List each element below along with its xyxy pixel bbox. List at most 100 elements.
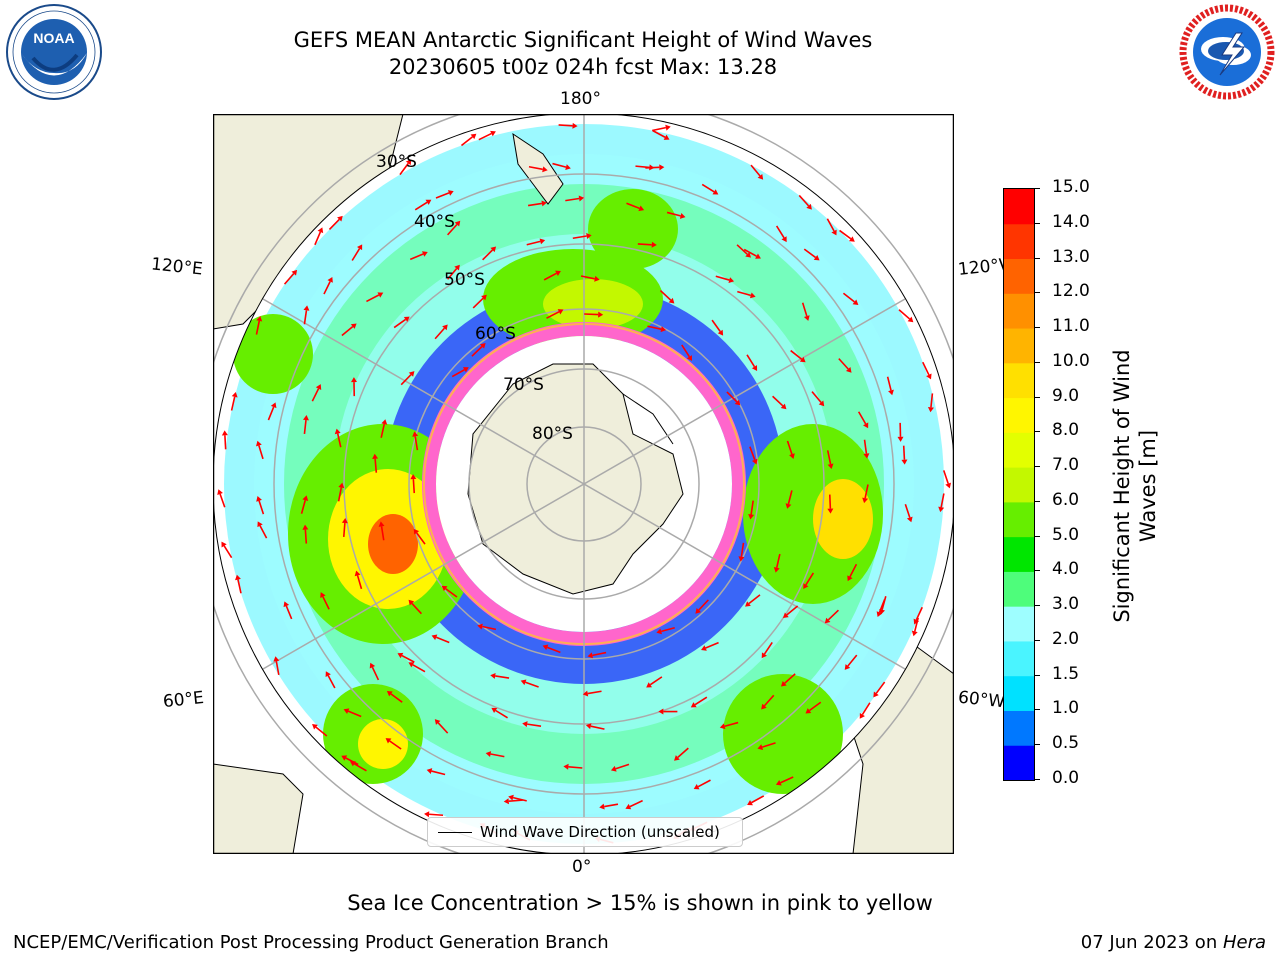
wave-direction-arrow	[347, 710, 362, 718]
wave-direction-arrow	[255, 320, 261, 335]
wave-direction-arrow	[875, 681, 886, 694]
wave-direction-arrow	[341, 326, 354, 337]
wave-direction-arrow	[447, 268, 458, 280]
wave-direction-arrow	[482, 625, 497, 631]
wave-direction-arrowhead	[563, 763, 569, 770]
wave-direction-arrow	[435, 192, 450, 199]
wave-direction-arrow	[356, 575, 363, 590]
wave-direction-arrow	[412, 664, 426, 673]
wave-direction-arrow	[811, 391, 822, 403]
wave-direction-arrow	[842, 292, 855, 303]
wave-direction-arrowhead	[847, 575, 853, 582]
wave-direction-arrowhead	[302, 495, 309, 501]
wave-direction-arrow	[826, 218, 835, 232]
wave-direction-arrowhead	[863, 422, 869, 429]
wave-direction-arrowhead	[945, 482, 952, 489]
wave-direction-arrowhead	[381, 419, 388, 425]
wave-direction-arrowhead	[852, 299, 859, 305]
wave-direction-arrow	[399, 162, 409, 176]
wave-direction-arrowhead	[356, 244, 363, 251]
wave-direction-arrow	[775, 553, 781, 568]
legend-label: Wind Wave Direction (unscaled)	[480, 823, 720, 841]
wave-direction-arrow	[746, 354, 756, 368]
wave-direction-arrow	[615, 763, 630, 770]
wave-direction-arrowhead	[911, 630, 918, 637]
colorbar-segment	[1004, 189, 1034, 225]
wave-direction-arrowhead	[431, 634, 438, 641]
wave-direction-arrow	[472, 297, 484, 309]
wave-direction-arrow	[826, 450, 832, 465]
wave-direction-arrow	[460, 136, 473, 147]
wave-direction-arrowhead	[302, 524, 309, 530]
wave-direction-arrowhead	[565, 164, 571, 171]
colorbar-tick-mark	[1034, 605, 1040, 607]
wave-direction-arrow	[380, 423, 386, 438]
colorbar-tick-mark	[1034, 222, 1040, 224]
wave-direction-arrow	[737, 290, 752, 297]
wave-direction-arrowhead	[377, 292, 384, 298]
wave-direction-arrow	[748, 594, 761, 605]
wave-direction-arrow	[787, 490, 793, 505]
wave-direction-arrowhead	[405, 159, 412, 166]
wave-direction-arrow	[736, 244, 748, 255]
wave-direction-arrow	[786, 605, 799, 616]
wave-direction-arrowhead	[876, 611, 883, 618]
wave-direction-arrow	[337, 487, 343, 502]
colorbar-segment	[1004, 397, 1034, 433]
wave-direction-arrowhead	[426, 768, 433, 774]
wave-direction-arrow	[353, 763, 367, 772]
wave-direction-arrow	[637, 243, 652, 246]
wave-direction-arrowhead	[824, 617, 831, 624]
colorbar-segment	[1004, 640, 1034, 677]
wave-direction-arrowhead	[625, 803, 632, 810]
wave-direction-arrow	[568, 765, 583, 769]
wave-direction-arrow	[258, 445, 264, 460]
wave-direction-arrow	[471, 345, 483, 357]
colorbar-tick-label: 7.0	[1052, 455, 1080, 476]
wave-direction-arrow	[775, 225, 785, 239]
colorbar-tick-mark	[1034, 431, 1040, 433]
wave-direction-arrow	[864, 484, 869, 499]
colorbar-segment	[1004, 223, 1034, 260]
colorbar-tick-mark	[1034, 500, 1040, 502]
wave-direction-arrowhead	[695, 608, 701, 614]
colorbar-segment	[1004, 328, 1034, 364]
colorbar-segment	[1004, 675, 1034, 711]
wave-direction-arrow	[546, 311, 560, 319]
wave-direction-arrowhead	[221, 541, 227, 548]
legend-line	[438, 831, 472, 833]
wave-direction-arrow	[258, 500, 265, 515]
wave-direction-arrow	[414, 201, 428, 211]
wave-direction-arrowhead	[888, 389, 894, 396]
colorbar-tick-mark	[1034, 327, 1040, 329]
wave-direction-arrowhead	[338, 482, 345, 489]
wave-direction-arrowhead	[283, 601, 290, 608]
wave-direction-arrow	[414, 436, 419, 451]
colorbar-segment	[1004, 710, 1034, 746]
wave-direction-arrowhead	[679, 213, 686, 219]
wave-direction-arrow	[904, 504, 911, 518]
wave-direction-arrow	[546, 646, 561, 654]
wave-direction-arrow	[786, 440, 793, 455]
wave-direction-arrowhead	[755, 253, 761, 259]
wave-direction-arrowhead	[341, 755, 348, 761]
wave-direction-arrow	[881, 596, 887, 610]
wave-direction-arrowhead	[520, 679, 527, 686]
wave-direction-arrow	[490, 753, 505, 758]
wave-direction-arrow	[374, 458, 378, 473]
wave-direction-arrowhead	[341, 518, 348, 524]
wave-direction-arrow	[393, 318, 407, 329]
lon-label-60w: 60°W	[957, 687, 1006, 713]
chart-title: GEFS MEAN Antarctic Significant Height o…	[293, 28, 873, 52]
colorbar-segment	[1004, 362, 1034, 399]
wave-direction-arrowhead	[470, 133, 477, 140]
wave-direction-arrowhead	[572, 122, 578, 129]
colorbar-tick-mark	[1034, 466, 1040, 468]
wave-direction-arrow	[711, 319, 721, 332]
wave-direction-arrowhead	[751, 458, 758, 465]
wave-direction-arrowhead	[231, 391, 238, 398]
wave-direction-arrowhead	[686, 355, 693, 361]
wave-direction-arrow	[482, 249, 494, 261]
wave-direction-arrowhead	[693, 784, 700, 790]
wave-direction-arrow	[930, 393, 934, 408]
